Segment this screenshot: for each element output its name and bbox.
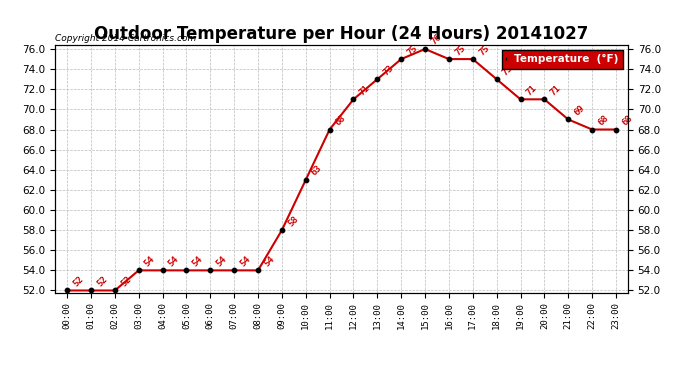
Point [420,46,431,52]
Text: 54: 54 [143,254,157,268]
Point [181,267,192,273]
Point [611,126,622,132]
Text: 71: 71 [524,83,539,97]
Text: 54: 54 [262,254,276,268]
Text: 71: 71 [357,83,372,97]
Point [61,288,72,294]
Point [157,267,168,273]
Text: 76: 76 [429,33,443,47]
Point [86,288,97,294]
Title: Outdoor Temperature per Hour (24 Hours) 20141027: Outdoor Temperature per Hour (24 Hours) … [95,26,589,44]
Text: 54: 54 [190,254,204,268]
Point [467,56,478,62]
Text: 54: 54 [238,254,253,268]
Point [277,227,288,233]
Point [444,56,455,62]
Point [586,126,598,132]
Point [253,267,264,273]
Text: Copyright 2014 Cartronics.com: Copyright 2014 Cartronics.com [55,33,197,42]
Point [109,288,120,294]
Point [205,267,216,273]
Text: 68: 68 [620,113,634,128]
Point [563,117,574,123]
Text: 52: 52 [71,274,86,288]
Point [300,177,311,183]
Point [228,267,239,273]
Point [372,76,383,82]
Point [515,96,526,102]
Point [395,56,406,62]
Text: 52: 52 [95,274,109,288]
Point [539,96,550,102]
Text: 73: 73 [501,63,515,77]
Point [324,126,335,132]
Legend: Temperature  (°F): Temperature (°F) [502,50,622,69]
Text: 68: 68 [334,113,348,128]
Text: 54: 54 [215,254,228,268]
Text: 63: 63 [310,164,324,178]
Text: 73: 73 [382,63,395,77]
Text: 52: 52 [119,274,133,288]
Point [133,267,144,273]
Point [491,76,502,82]
Text: 69: 69 [573,104,586,117]
Text: 75: 75 [405,43,420,57]
Text: 58: 58 [286,214,300,228]
Text: 75: 75 [453,43,467,57]
Text: 71: 71 [549,83,562,97]
Text: 54: 54 [167,254,181,268]
Text: 75: 75 [477,43,491,57]
Text: 68: 68 [596,113,610,128]
Point [348,96,359,102]
